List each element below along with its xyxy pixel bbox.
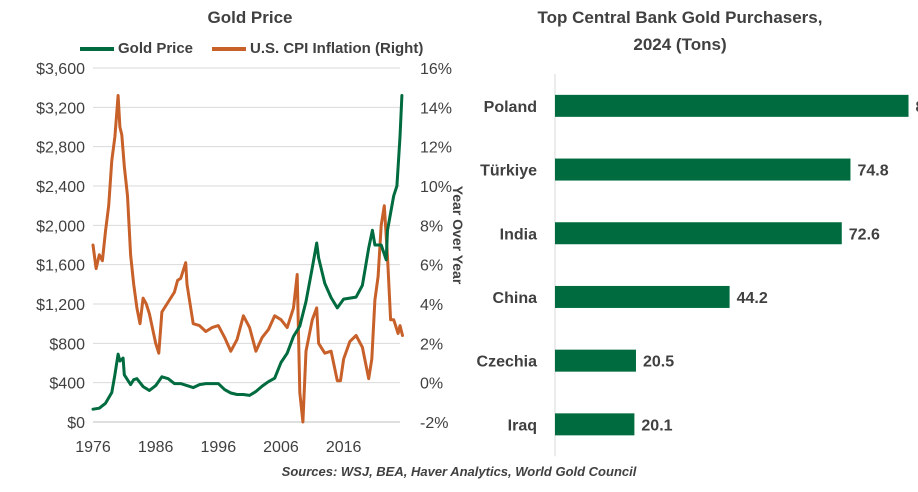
bar-category-label: Iraq [508, 417, 537, 434]
bar-category-label: Türkiye [480, 163, 537, 180]
x-tick-label: 1996 [201, 439, 237, 456]
y-tick-label: $2,400 [36, 179, 85, 196]
gold-price-line [91, 94, 404, 411]
x-tick-label: 2016 [326, 439, 362, 456]
bar [555, 285, 730, 308]
legend-gold-label: Gold Price [118, 40, 194, 57]
y2-tick-label: 16% [420, 61, 452, 78]
bar-value-label: 72.6 [849, 226, 880, 243]
y2-tick-label: 14% [420, 100, 452, 117]
y-tick-label: $2,000 [36, 218, 85, 235]
bar-category-label: China [493, 290, 538, 307]
bar-value-label: 74.8 [857, 163, 888, 180]
y-tick-label: $3,200 [36, 100, 85, 117]
bar [555, 413, 635, 436]
bar-value-label: 20.1 [641, 417, 672, 434]
x-tick-label: 2006 [263, 439, 299, 456]
bar-value-label: 44.2 [737, 290, 768, 307]
y-tick-label: $3,600 [36, 61, 85, 78]
bar [555, 349, 636, 372]
y-tick-label: $1,600 [36, 258, 85, 275]
bar-chart-title-line-2: 2024 (Tons) [633, 35, 727, 54]
bar-category-label: Poland [484, 99, 537, 116]
legend-cpi-swatch [212, 46, 246, 51]
y-tick-label: $0 [67, 415, 85, 432]
y2-tick-label: -2% [420, 415, 448, 432]
y-tick-label: $400 [49, 376, 85, 393]
y-tick-label: $800 [49, 336, 85, 353]
x-tick-label: 1976 [75, 439, 111, 456]
y2-tick-label: 8% [420, 218, 443, 235]
y-tick-label: $2,800 [36, 140, 85, 157]
y2-tick-label: 10% [420, 179, 452, 196]
bar-category-label: Czechia [477, 354, 538, 371]
bar-value-label: 20.5 [643, 354, 674, 371]
legend-gold-price: Gold Price [80, 40, 193, 57]
bar-category-label: India [500, 226, 537, 243]
y2-tick-label: 12% [420, 140, 452, 157]
gold-chart-title: Gold Price [207, 8, 293, 27]
source-note: Sources: WSJ, BEA, Haver Analytics, Worl… [281, 464, 637, 479]
legend-gold-swatch [80, 46, 114, 51]
y2-tick-label: 6% [420, 258, 443, 275]
cpi-inflation-line [91, 94, 404, 424]
y2-tick-label: 2% [420, 336, 443, 353]
y-tick-label: $1,200 [36, 297, 85, 314]
legend-cpi-label: U.S. CPI Inflation (Right) [250, 40, 424, 57]
bar [555, 158, 851, 181]
bar [555, 222, 842, 245]
bar-chart-title-line-1: Top Central Bank Gold Purchasers, [537, 8, 823, 27]
y2-tick-label: 4% [420, 297, 443, 314]
y2-axis-title: Year Over Year [450, 186, 466, 285]
bar [555, 94, 909, 117]
y2-tick-label: 0% [420, 376, 443, 393]
x-tick-label: 1986 [138, 439, 174, 456]
legend-cpi-inflation: U.S. CPI Inflation (Right) [212, 40, 423, 57]
bar-value-label: 89.5 [916, 99, 918, 116]
